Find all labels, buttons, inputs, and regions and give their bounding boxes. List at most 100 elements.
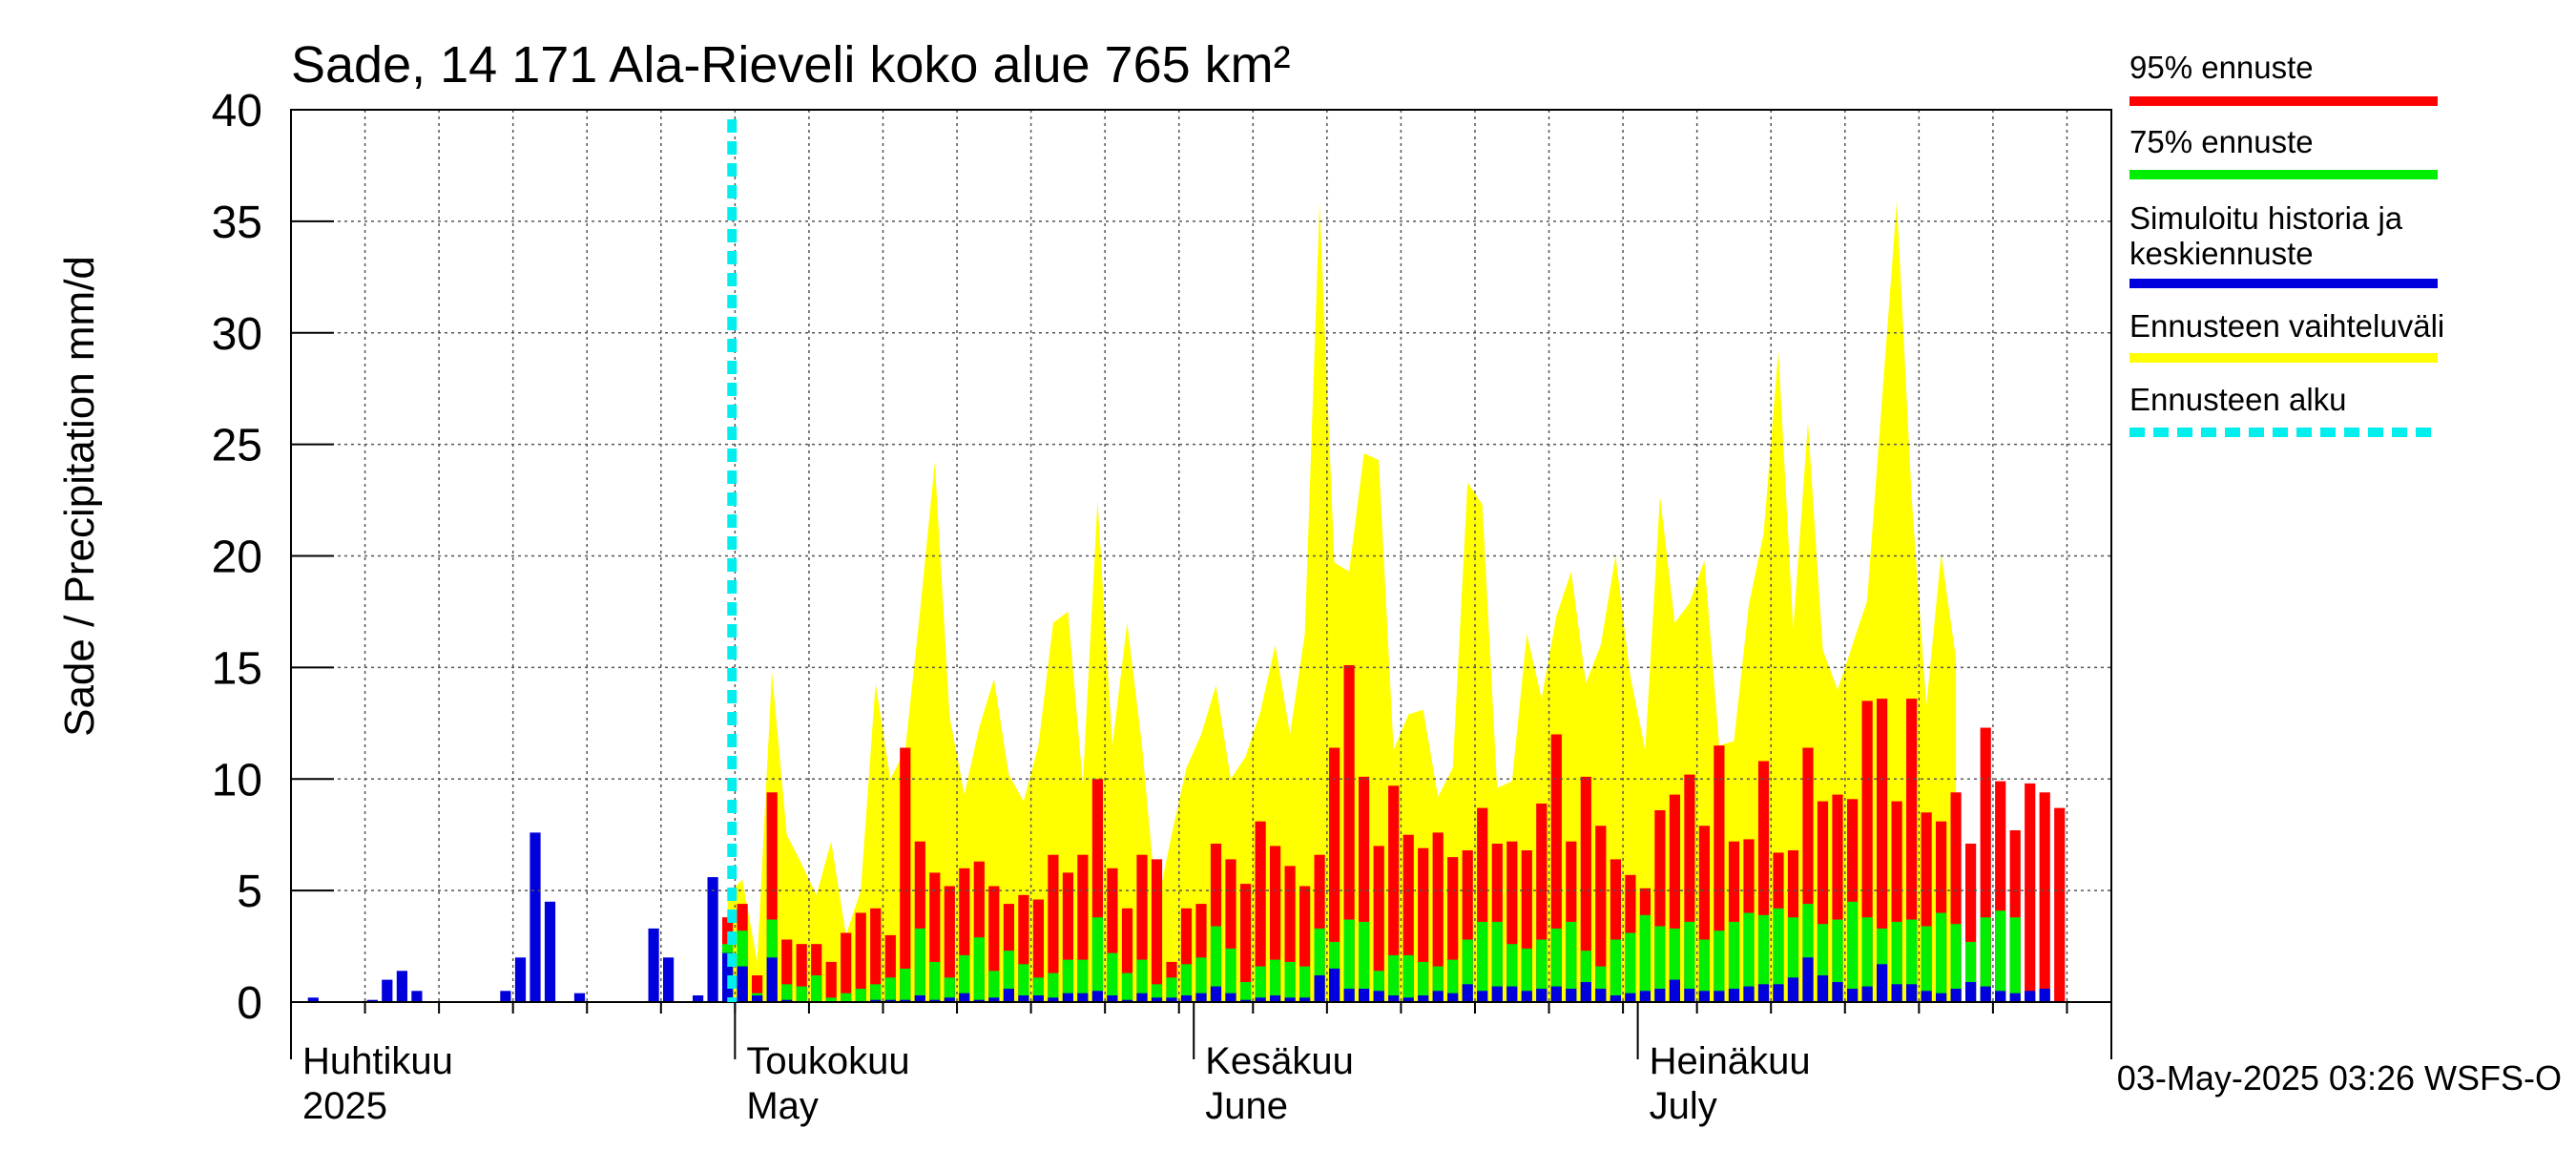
- forecast-p95-bar: [1595, 826, 1607, 1002]
- month-label-secondary: 2025: [302, 1085, 387, 1127]
- history-bar: [396, 971, 407, 1002]
- forecast-p75-bar: [1698, 939, 1710, 1002]
- forecast-p75-bar: [929, 961, 941, 1002]
- legend-label: Ennusteen alku: [2129, 382, 2347, 417]
- forecast-p95-bar: [1418, 847, 1429, 1002]
- legend-label: 75% ennuste: [2129, 124, 2314, 159]
- forecast-p75-bar: [1787, 917, 1799, 1002]
- forecast-p95-bar: [1195, 904, 1207, 1002]
- forecast-median-bar: [752, 995, 763, 1002]
- history-bar: [382, 979, 393, 1002]
- forecast-p95-bar: [959, 868, 970, 1003]
- forecast-p95-bar: [1521, 850, 1532, 1002]
- forecast-p75-bar: [1255, 966, 1266, 1002]
- forecast-median-bar: [1077, 993, 1089, 1002]
- forecast-median-bar: [1802, 957, 1814, 1003]
- forecast-p75-bar: [1550, 928, 1562, 1002]
- forecast-p75-bar: [1491, 921, 1503, 1002]
- forecast-median-bar: [973, 999, 985, 1002]
- forecast-p95-bar: [1654, 810, 1666, 1002]
- history-bar: [544, 901, 556, 1002]
- forecast-p75-bar: [944, 977, 955, 1002]
- forecast-p95-bar: [1950, 792, 1962, 1002]
- forecast-median-bar: [1639, 991, 1651, 1002]
- forecast-p95-bar: [1180, 908, 1193, 1002]
- forecast-p75-bar: [1418, 961, 1429, 1002]
- forecast-median-bar: [1373, 991, 1384, 1002]
- forecast-p95-bar: [1314, 854, 1325, 1002]
- forecast-median-bar: [1669, 979, 1680, 1002]
- forecast-p95-bar: [1151, 859, 1163, 1002]
- forecast-median-bar: [1151, 997, 1163, 1002]
- forecast-p75-bar: [1669, 928, 1680, 1002]
- month-label-secondary: June: [1205, 1085, 1288, 1127]
- forecast-p95-bar: [1225, 859, 1236, 1002]
- forecast-p95-bar: [914, 841, 925, 1002]
- forecast-median-bar: [1861, 986, 1873, 1002]
- history-bar: [307, 997, 319, 1002]
- forecast-p75-bar: [1847, 901, 1859, 1002]
- forecast-p75-bar: [1373, 971, 1384, 1002]
- forecast-p75-bar: [1107, 952, 1118, 1002]
- forecast-median-bar: [1921, 991, 1932, 1002]
- forecast-p95-bar: [1832, 794, 1843, 1002]
- forecast-median-bar: [1980, 986, 1991, 1002]
- forecast-median-bar: [1580, 982, 1591, 1002]
- month-label: Toukokuu: [746, 1040, 909, 1082]
- forecast-p95-bar: [796, 944, 807, 1002]
- forecast-p95-bar: [1048, 854, 1059, 1002]
- forecast-median-bar: [1787, 977, 1799, 1002]
- y-tick-label: 25: [212, 421, 262, 471]
- forecast-p75-bar: [1728, 921, 1740, 1002]
- y-tick-label: 40: [212, 86, 262, 136]
- forecast-p95-bar: [929, 872, 941, 1002]
- forecast-p95-bar: [870, 908, 882, 1002]
- forecast-median-bar: [870, 999, 882, 1002]
- axes: [290, 109, 2112, 1059]
- forecast-median-bar: [959, 993, 970, 1002]
- forecast-p95-bar: [1566, 841, 1577, 1002]
- forecast-p75-bar: [1284, 961, 1296, 1002]
- forecast-p75-bar: [1210, 926, 1222, 1002]
- forecast-p95-bar: [1965, 844, 1977, 1002]
- forecast-p75-bar: [1270, 959, 1281, 1002]
- forecast-p75-bar: [1091, 917, 1103, 1002]
- forecast-p95-bar: [1995, 781, 2006, 1002]
- history-bar: [514, 957, 527, 1003]
- forecast-p95-bar: [2054, 807, 2066, 1002]
- forecast-p95-bar: [1136, 854, 1148, 1002]
- month-label: Huhtikuu: [302, 1040, 453, 1082]
- forecast-median-bar: [1877, 964, 1888, 1002]
- forecast-median-bar: [1359, 989, 1370, 1002]
- forecast-p75-bar: [1980, 917, 1991, 1002]
- forecast-median-bar: [1595, 989, 1607, 1002]
- forecast-median-bar: [884, 999, 896, 1002]
- forecast-p75-bar: [1639, 914, 1651, 1002]
- forecast-p75-bar: [1314, 928, 1325, 1002]
- forecast-p95-bar: [1299, 886, 1311, 1002]
- y-tick-label: 0: [237, 978, 262, 1029]
- forecast-median-bar: [1684, 989, 1695, 1002]
- forecast-median-bar: [1995, 991, 2006, 1002]
- history-bar: [648, 928, 659, 1002]
- forecast-median-bar: [1521, 991, 1532, 1002]
- forecast-p75-bar: [1714, 930, 1725, 1002]
- forecast-p75-bar: [1359, 921, 1370, 1002]
- forecast-median-bar: [1832, 982, 1843, 1002]
- forecast-median-bar: [1728, 989, 1740, 1002]
- forecast-median-bar: [1299, 997, 1311, 1002]
- forecast-median-bar: [1121, 999, 1133, 1002]
- forecast-p95-bar: [1728, 841, 1740, 1002]
- forecast-p95-bar: [1669, 794, 1680, 1002]
- forecast-p75-bar: [1506, 944, 1518, 1002]
- forecast-median-bar: [1225, 993, 1236, 1002]
- forecast-median-bar: [1270, 995, 1281, 1002]
- forecast-p75-bar: [1773, 908, 1784, 1002]
- forecast-p75-bar: [1802, 904, 1814, 1002]
- forecast-p75-bar: [811, 975, 822, 1002]
- forecast-p75-bar: [1136, 959, 1148, 1002]
- forecast-median-bar: [2009, 993, 2021, 1002]
- forecast-p75-bar: [855, 989, 866, 1002]
- month-label-secondary: May: [746, 1085, 819, 1127]
- forecast-p75-bar: [841, 993, 852, 1002]
